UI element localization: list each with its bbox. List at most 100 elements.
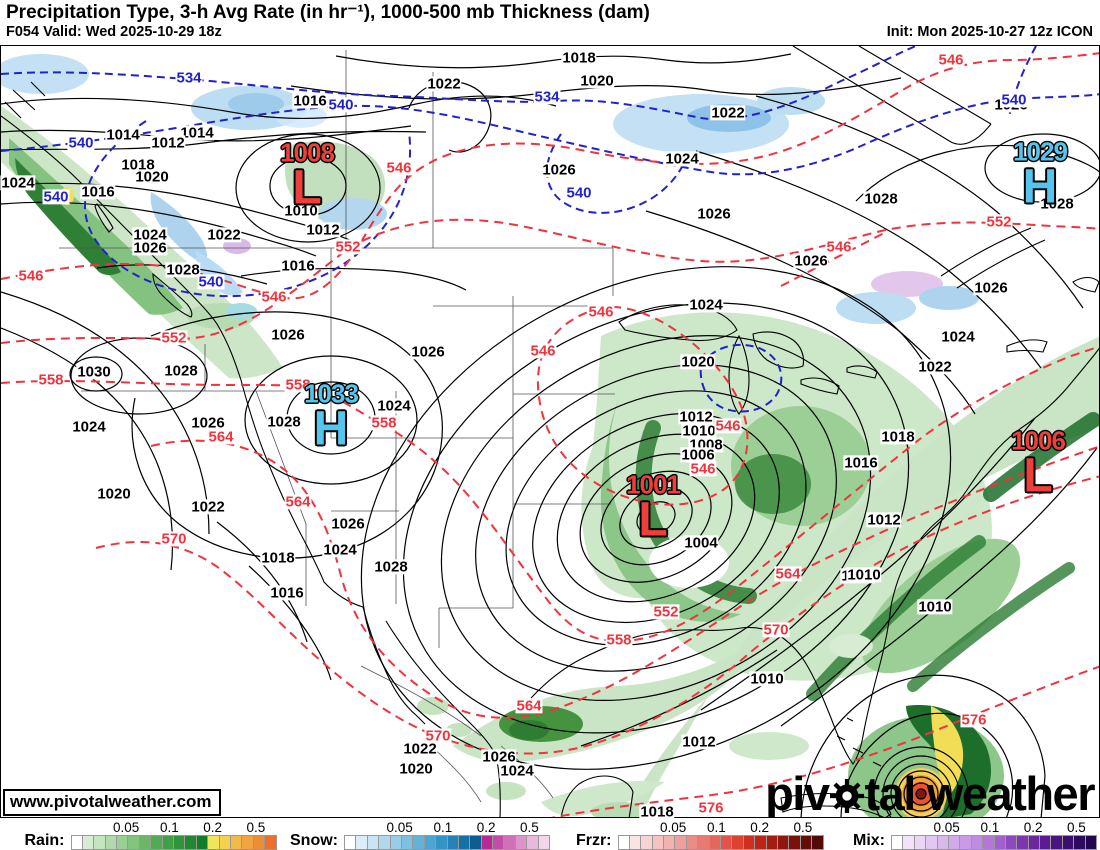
weather-map-svg	[1, 46, 1099, 817]
legend-label: Snow:	[290, 832, 338, 849]
legend-label: Mix:	[853, 832, 885, 849]
legend-color-cell	[983, 836, 995, 849]
logo-text-tal: tal	[864, 767, 917, 818]
legend-color-cell	[139, 836, 152, 849]
legend-color-cell	[458, 836, 471, 849]
legend-tick: 0.1	[980, 820, 1000, 835]
legend-color-cell	[504, 836, 516, 849]
legend-color-cell	[926, 836, 938, 849]
legend-tick: 0.05	[386, 820, 413, 835]
legend-tick: 0.1	[706, 820, 726, 835]
legend-colorbar	[70, 835, 277, 850]
legend-color-cell	[345, 836, 357, 849]
legend-color-cell	[755, 836, 767, 849]
legend-tick: 0.05	[112, 820, 140, 835]
hurricane-rings	[873, 746, 969, 817]
page-title: Precipitation Type, 3-h Avg Rate (in hr⁻…	[6, 2, 650, 23]
legend-color-cell	[356, 836, 368, 849]
legend-color-cell	[743, 836, 756, 849]
legend-color-cell	[185, 836, 197, 849]
legend-color-cell	[698, 836, 710, 849]
logo-text-piv: piv	[765, 767, 830, 818]
legend-color-cell	[1017, 836, 1029, 849]
legend-color-cell	[413, 836, 425, 849]
precip-rate-legend: Rain: 0.05 0.1 0.2 0.5 Snow: 0.05 0.1 0.2 0.5 Frzr…	[0, 819, 1100, 850]
legend-color-cell	[527, 836, 539, 849]
legend-color-cell	[641, 836, 653, 849]
legend-color-cell	[1005, 836, 1018, 849]
legend-color-cell	[230, 836, 243, 849]
map-area: www.pivotalweather.com piv	[0, 45, 1100, 818]
legend-color-cell	[618, 836, 630, 849]
map-header: Precipitation Type, 3-h Avg Rate (in hr⁻…	[0, 0, 1100, 45]
legend-color-cell	[629, 836, 642, 849]
legend-color-cell	[367, 836, 380, 849]
legend-label: Rain:	[24, 832, 65, 849]
legend-color-cell	[960, 836, 972, 849]
legend-color-cell	[914, 836, 927, 849]
legend-ticks: 0.05 0.1 0.2 0.5	[891, 819, 1097, 835]
legend-color-cell	[652, 836, 665, 849]
legend-tick: 0.2	[750, 820, 770, 835]
legend-color-cell	[515, 836, 528, 849]
legend-color-cell	[151, 836, 163, 849]
legend-color-cell	[196, 836, 209, 849]
legend-tick: 0.5	[1067, 820, 1086, 835]
legend-color-cell	[82, 836, 95, 849]
legend-color-cell	[265, 836, 276, 849]
legend-colorbar	[891, 835, 1097, 850]
legend-color-cell	[128, 836, 140, 849]
init-time-label: Init: Mon 2025-10-27 12z ICON	[886, 24, 1093, 40]
valid-time-label: F054 Valid: Wed 2025-10-29 18z	[6, 24, 222, 40]
legend-color-cell	[117, 836, 129, 849]
legend-color-cell	[1028, 836, 1041, 849]
legend-tick: 0.5	[793, 820, 813, 835]
legend-color-cell	[470, 836, 482, 849]
legend-color-cell	[94, 836, 106, 849]
legend-color-cell	[686, 836, 699, 849]
low-pressure-fan	[360, 266, 952, 770]
legend-ticks: 0.05 0.1 0.2 0.5	[71, 819, 277, 835]
legend-color-cell	[162, 836, 175, 849]
legend-color-cell	[447, 836, 459, 849]
legend-color-cell	[1051, 836, 1063, 849]
legend-color-cell	[436, 836, 448, 849]
legend-color-cell	[709, 836, 722, 849]
legend-color-cell	[174, 836, 186, 849]
legend-color-cell	[538, 836, 550, 849]
legend-label: Frzr:	[575, 832, 612, 849]
legend-color-cell	[766, 836, 778, 849]
legend-ticks: 0.05 0.1 0.2 0.5	[344, 819, 550, 835]
legend-color-cell	[892, 836, 904, 849]
legend-color-cell	[253, 836, 266, 849]
legend-color-cell	[379, 836, 391, 849]
logo-text-weather: weather	[926, 767, 1096, 818]
legend-tick: 0.5	[520, 820, 539, 835]
legend-color-cell	[994, 836, 1006, 849]
legend-tick: 0.05	[933, 820, 960, 835]
legend-color-cell	[812, 836, 823, 849]
legend-color-cell	[1085, 836, 1097, 849]
legend-color-cell	[105, 836, 118, 849]
legend-group-rain: Rain: 0.05 0.1 0.2 0.5	[3, 819, 277, 850]
legend-ticks: 0.05 0.1 0.2 0.5	[618, 819, 824, 835]
legend-color-cell	[1074, 836, 1086, 849]
legend-tick: 0.1	[159, 820, 179, 835]
legend-color-cell	[208, 836, 220, 849]
legend-color-cell	[732, 836, 744, 849]
legend-group-frzr: Frzr: 0.05 0.1 0.2 0.5	[550, 819, 824, 850]
legend-tick: 0.2	[203, 820, 223, 835]
legend-color-cell	[789, 836, 801, 849]
legend-colorbar	[344, 835, 550, 850]
legend-color-cell	[219, 836, 231, 849]
legend-color-cell	[401, 836, 414, 849]
pivotalweather-logo: piv	[765, 766, 1096, 818]
legend-group-snow: Snow: 0.05 0.1 0.2 0.5	[277, 819, 550, 850]
legend-color-cell	[390, 836, 402, 849]
legend-color-cell	[1040, 836, 1052, 849]
legend-tick: 0.2	[476, 820, 496, 835]
legend-color-cell	[493, 836, 505, 849]
legend-color-cell	[721, 836, 733, 849]
watermark: www.pivotalweather.com	[3, 789, 221, 816]
legend-color-cell	[675, 836, 687, 849]
